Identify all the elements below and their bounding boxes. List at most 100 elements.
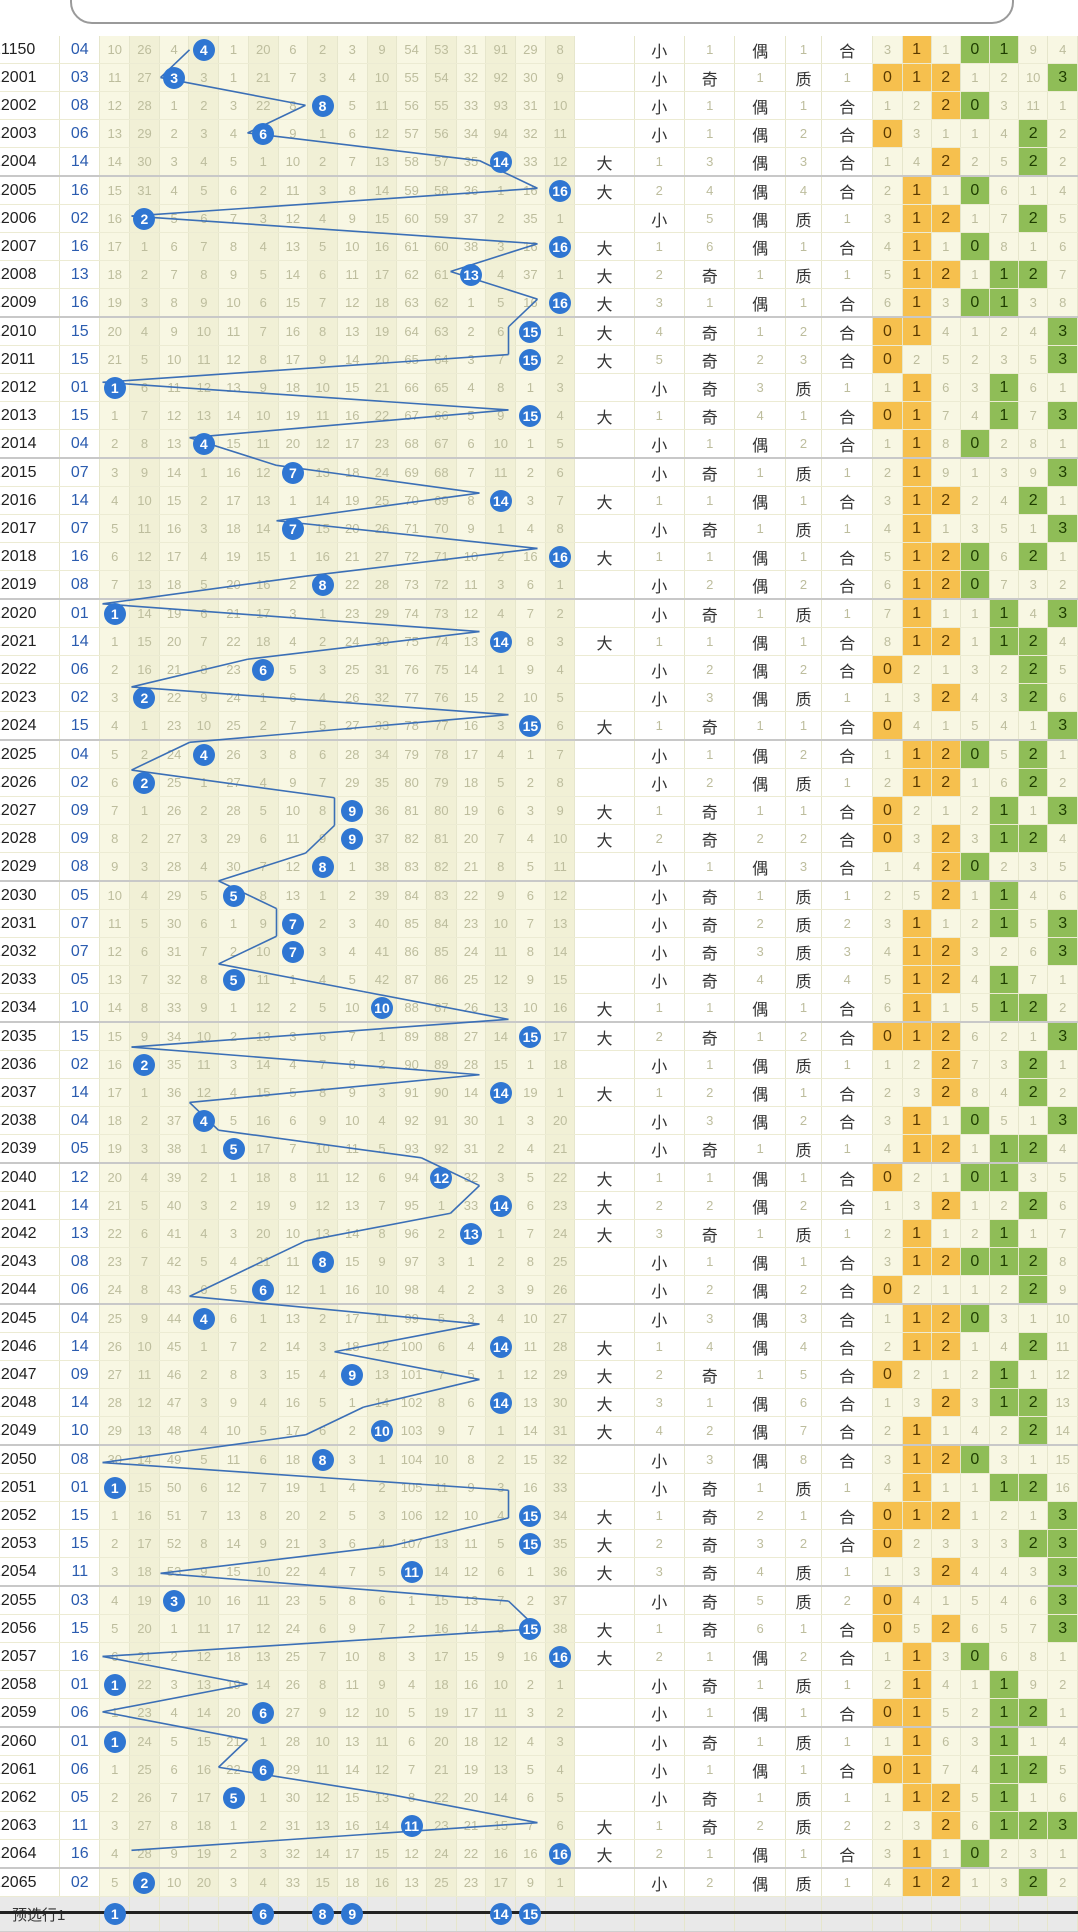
- table-row[interactable]: 2204614261045172143181210064141128大14偶4合…: [0, 1332, 1078, 1361]
- preselect-blank[interactable]: [821, 1896, 874, 1932]
- table-row[interactable]: 220491029134841051762101039711431大42偶7合2…: [0, 1416, 1078, 1446]
- preselect-cell[interactable]: 6: [248, 1896, 279, 1932]
- preselect-blank[interactable]: [1047, 1896, 1078, 1932]
- preselect-ball[interactable]: 14: [489, 1903, 512, 1925]
- preselect-blank[interactable]: [931, 1896, 961, 1932]
- table-row[interactable]: 22015073914116127131824696871126小奇1质1219…: [0, 458, 1078, 487]
- table-row[interactable]: 2203804182374516691049291301320小3偶2合3110…: [0, 1106, 1078, 1135]
- table-row[interactable]: 22047092711462831549131017511229大2奇15合02…: [0, 1360, 1078, 1389]
- table-row[interactable]: 220500830144951161883110410821532小3偶8合31…: [0, 1445, 1078, 1474]
- table-row[interactable]: 2203107115306197234085842310713小奇2质23112…: [0, 909, 1078, 938]
- table-row[interactable]: 220531521752814921364107131151535大2奇32合0…: [0, 1529, 1078, 1558]
- table-row[interactable]: 2203005104295581312398483229612小奇1质12521…: [0, 881, 1078, 910]
- table-row[interactable]: 2202809822732961199378281207410大2奇22合032…: [0, 824, 1078, 853]
- table-row[interactable]: 22018166121741915116212772711021616大11偶1…: [0, 542, 1078, 571]
- preselect-blank[interactable]: [734, 1896, 786, 1932]
- table-row[interactable]: 22001031127331217341055543292309小奇1质1012…: [0, 63, 1078, 92]
- preselect-blank[interactable]: [902, 1896, 932, 1932]
- table-row[interactable]: 22010152049101171681319646326151大4奇12合01…: [0, 317, 1078, 346]
- table-row[interactable]: 22033051373285111454287862512915小奇4质4512…: [0, 965, 1078, 994]
- preselect-ball[interactable]: 1: [103, 1903, 126, 1925]
- table-row[interactable]: 220430823742542111815997312825小1偶1合31201…: [0, 1247, 1078, 1276]
- table-row[interactable]: 220020812281232288511565533933110小1偶1合12…: [0, 91, 1078, 120]
- preselect-cell[interactable]: [188, 1896, 220, 1932]
- table-row[interactable]: 220600112451521128101311620181243小奇1质111…: [0, 1727, 1078, 1756]
- table-row[interactable]: 22036021623511314478290892815118小1偶质1122…: [0, 1050, 1078, 1079]
- table-row[interactable]: 22056155201111712246972161481538大1奇61合05…: [0, 1614, 1078, 1643]
- preselect-cell[interactable]: 1: [99, 1896, 131, 1932]
- table-row[interactable]: 22051011155061271914210511931633小奇1质1411…: [0, 1473, 1078, 1502]
- preselect-row[interactable]: 预选行1 1 6 8 9 14 15: [0, 1896, 1078, 1932]
- table-row[interactable]: 2115004102644120623954533191298小1偶1合3110…: [0, 36, 1078, 64]
- preselect-blank[interactable]: [1018, 1896, 1049, 1932]
- preselect-cell[interactable]: 9: [337, 1896, 368, 1932]
- preselect-cell[interactable]: [396, 1896, 427, 1932]
- table-row[interactable]: 220161441015217131141925706981437大11偶1合3…: [0, 486, 1078, 515]
- table-row[interactable]: 220060216256731249156059372351小5偶质131217…: [0, 204, 1078, 233]
- preselect-cell[interactable]: [545, 1896, 576, 1932]
- preselect-cell[interactable]: [367, 1896, 398, 1932]
- table-row[interactable]: 2201315171213141019111622676659154大1奇41合…: [0, 401, 1078, 430]
- preselect-cell[interactable]: 14: [485, 1896, 517, 1932]
- table-row[interactable]: 22005161531456211381459583611616大24偶4合21…: [0, 176, 1078, 205]
- table-row[interactable]: 2202206216218236532531767514194小2偶2合0213…: [0, 655, 1078, 684]
- preselect-cell[interactable]: 8: [307, 1896, 338, 1932]
- preselect-blank[interactable]: [960, 1896, 990, 1932]
- preselect-cell[interactable]: [159, 1896, 190, 1932]
- table-row[interactable]: 220650252102034331518161325231791小2偶质141…: [0, 1868, 1078, 1897]
- table-row[interactable]: 220270971262285108936818019639大1奇11合0212…: [0, 796, 1078, 825]
- table-row[interactable]: 220111521510111281791420656437152大5奇23合0…: [0, 345, 1078, 374]
- table-row[interactable]: 22042132264143201013148962131724大3奇1质121…: [0, 1219, 1078, 1248]
- table-row[interactable]: 22064164289192332141715122422161616大21偶1…: [0, 1839, 1078, 1869]
- table-row[interactable]: 220571662121218132571083171591616大21偶2合1…: [0, 1642, 1078, 1671]
- table-row[interactable]: 220211411520722184224307574131483大11偶1合8…: [0, 627, 1078, 656]
- table-row[interactable]: 220140428134151120121723686761015小1偶2合11…: [0, 429, 1078, 459]
- preselect-cell[interactable]: [426, 1896, 457, 1932]
- table-row[interactable]: 22041142154032199121379513314623大22偶2合13…: [0, 1191, 1078, 1220]
- table-row[interactable]: 2202908932843071281388382218511小1偶3合1420…: [0, 852, 1078, 882]
- preselect-blank[interactable]: [634, 1896, 685, 1932]
- table-row[interactable]: 2203410148339112251010888726131016大11偶1合…: [0, 993, 1078, 1023]
- preselect-blank[interactable]: [785, 1896, 823, 1932]
- table-row[interactable]: 22007161716784135101661603831616大16偶1合41…: [0, 232, 1078, 261]
- table-row[interactable]: 22020011141962117312329747312472小奇1质1711…: [0, 599, 1078, 628]
- table-row[interactable]: 22003061329234691612575634943211小1偶2合031…: [0, 119, 1078, 148]
- table-row[interactable]: 22017075111631814715202671709148小奇1质1411…: [0, 514, 1078, 543]
- table-row[interactable]: 22012011611121391810152166654813小奇3质1116…: [0, 373, 1078, 402]
- table-row[interactable]: 22040122043921188111269412323522大11偶1合02…: [0, 1163, 1078, 1192]
- table-row[interactable]: 220521511651713820253106121041534大1奇21合0…: [0, 1501, 1078, 1530]
- preselect-blank[interactable]: [574, 1896, 635, 1932]
- preselect-cell[interactable]: 15: [515, 1896, 546, 1932]
- table-row[interactable]: 220610612561622629111412721191354小1偶1合01…: [0, 1755, 1078, 1784]
- table-row[interactable]: 220260262251274972935807918528小2偶质121216…: [0, 768, 1078, 797]
- search-pill[interactable]: [70, 0, 1014, 24]
- table-row[interactable]: 2200813182789514611176261134371大2奇1质1512…: [0, 260, 1078, 289]
- preselect-ball[interactable]: 9: [341, 1903, 364, 1925]
- preselect-blank[interactable]: [684, 1896, 736, 1932]
- preselect-blank[interactable]: [872, 1896, 903, 1932]
- preselect-ball[interactable]: 6: [252, 1903, 275, 1925]
- preselect-blank[interactable]: [989, 1896, 1020, 1932]
- table-row[interactable]: 22032071263172107344186852411814小奇3质3412…: [0, 937, 1078, 966]
- table-row[interactable]: 22058011223131914268119418161021小奇1质1214…: [0, 1670, 1078, 1699]
- table-row[interactable]: 22037141713612415589391901414191大12偶1合23…: [0, 1078, 1078, 1107]
- preselect-cell[interactable]: [218, 1896, 249, 1932]
- table-row[interactable]: 2205503419310161123586115137237小奇5质20415…: [0, 1586, 1078, 1615]
- table-row[interactable]: 220250452244263862834797817417小1偶2合11205…: [0, 740, 1078, 769]
- table-row[interactable]: 220440624843656121161098423926小2偶2合02112…: [0, 1275, 1078, 1305]
- preselect-cell[interactable]: [129, 1896, 160, 1932]
- preselect-cell[interactable]: [456, 1896, 487, 1932]
- table-row[interactable]: 22039051933815177101159392312421小奇1质1412…: [0, 1134, 1078, 1164]
- table-row[interactable]: 22059061234142062791210519171132小1偶1合015…: [0, 1698, 1078, 1728]
- table-row[interactable]: 2204504259444611321711995341027小3偶3合1120…: [0, 1304, 1078, 1333]
- table-row[interactable]: 22009161938910615712186362151616大31偶1合61…: [0, 288, 1078, 318]
- table-row[interactable]: 220351515934102133671898827141517大2奇12合0…: [0, 1022, 1078, 1051]
- preselect-cell[interactable]: [278, 1896, 309, 1932]
- table-row[interactable]: 22062052267175130121513822201465小奇1质1112…: [0, 1783, 1078, 1812]
- table-row[interactable]: 2202302322292416426327776152105小3偶质11324…: [0, 683, 1078, 712]
- preselect-ball[interactable]: 8: [311, 1903, 334, 1925]
- table-row[interactable]: 220481428124739416511410286141330大31偶6合1…: [0, 1388, 1078, 1417]
- table-row[interactable]: 220041414303451102713585735143312大13偶3合1…: [0, 147, 1078, 177]
- preselect-ball[interactable]: 15: [519, 1903, 542, 1925]
- table-row[interactable]: 22019087131852016282228737211361小2偶2合612…: [0, 570, 1078, 600]
